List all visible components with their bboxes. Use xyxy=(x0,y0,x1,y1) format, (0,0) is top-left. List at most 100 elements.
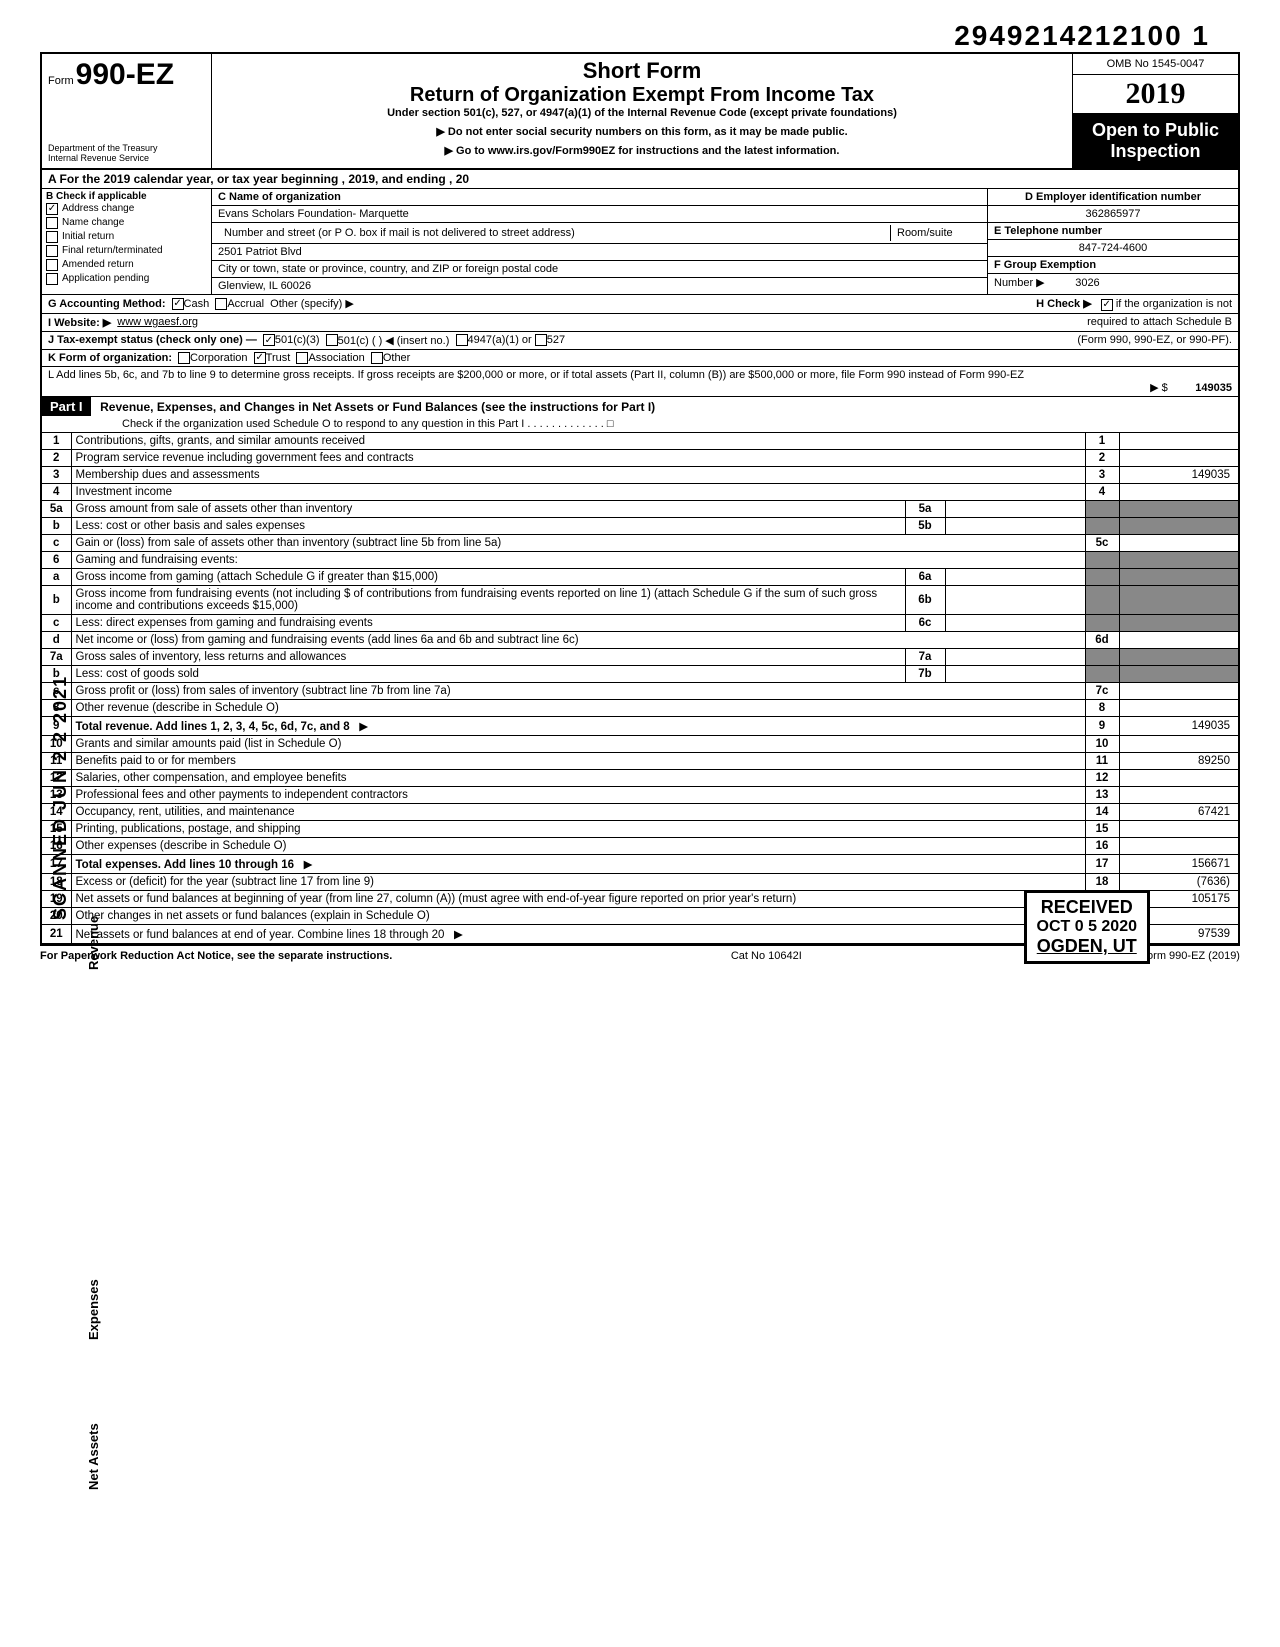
scanned-stamp: SCANNED JUN 2 2 2021 xyxy=(50,675,71,920)
r-val-shade xyxy=(1119,648,1239,665)
group-exemption: 3026 xyxy=(1075,277,1099,289)
r-num-shade xyxy=(1085,551,1119,568)
website-value: www wgaesf.org xyxy=(117,316,198,328)
line-num: c xyxy=(41,614,71,631)
section-bcdef: B Check if applicable ✓Address changeNam… xyxy=(40,189,1240,295)
c-label: C Name of organization xyxy=(218,191,341,203)
org-name: Evans Scholars Foundation- Marquette xyxy=(212,206,987,223)
f-label2: Number ▶ xyxy=(994,277,1045,289)
h-label: H Check ▶ xyxy=(1036,298,1092,310)
document-id: 2949214212100 1 xyxy=(40,20,1240,52)
line-desc: Other revenue (describe in Schedule O) xyxy=(71,699,1085,716)
line-desc: Net assets or fund balances at end of ye… xyxy=(71,924,1085,944)
h-checkbox[interactable]: ✓ xyxy=(1101,299,1113,311)
mid-num: 5a xyxy=(905,500,945,517)
table-row: 12Salaries, other compensation, and empl… xyxy=(41,769,1239,786)
table-row: 8Other revenue (describe in Schedule O)8 xyxy=(41,699,1239,716)
phone-value: 847-724-4600 xyxy=(988,240,1238,257)
g-cash: Cash xyxy=(184,298,210,310)
table-row: 9Total revenue. Add lines 1, 2, 3, 4, 5c… xyxy=(41,716,1239,735)
table-row: 13Professional fees and other payments t… xyxy=(41,786,1239,803)
b-checkbox-2[interactable] xyxy=(46,231,58,243)
l-value: 149035 xyxy=(1195,382,1232,394)
j-4947: 4947(a)(1) or xyxy=(468,334,532,346)
line-num: 4 xyxy=(41,483,71,500)
r-val: 149035 xyxy=(1119,716,1239,735)
line-desc: Net assets or fund balances at beginning… xyxy=(71,890,1085,907)
r-val xyxy=(1119,433,1239,450)
b-checkbox-3[interactable] xyxy=(46,245,58,257)
mid-val xyxy=(945,568,1085,585)
line-desc: Gross income from gaming (attach Schedul… xyxy=(71,568,905,585)
mid-num: 6a xyxy=(905,568,945,585)
tax-year: 2019 xyxy=(1073,75,1238,114)
table-row: 17Total expenses. Add lines 10 through 1… xyxy=(41,854,1239,873)
table-row: 15Printing, publications, postage, and s… xyxy=(41,820,1239,837)
h-text-1: if the organization is not xyxy=(1116,298,1232,310)
line-desc: Excess or (deficit) for the year (subtra… xyxy=(71,873,1085,890)
line-desc: Contributions, gifts, grants, and simila… xyxy=(71,433,1085,450)
b-label-2: Initial return xyxy=(62,230,114,244)
b-item-4: Amended return xyxy=(46,258,207,272)
r-val-shade xyxy=(1119,614,1239,631)
b-item-1: Name change xyxy=(46,216,207,230)
r-val xyxy=(1119,735,1239,752)
501c3-checkbox[interactable]: ✓ xyxy=(263,334,275,346)
table-row: 2Program service revenue including gover… xyxy=(41,449,1239,466)
row-j: J Tax-exempt status (check only one) — ✓… xyxy=(40,332,1240,350)
accrual-checkbox[interactable] xyxy=(215,298,227,310)
line-num: 2 xyxy=(41,449,71,466)
r-num: 6d xyxy=(1085,631,1119,648)
k-assoc: Association xyxy=(308,352,364,364)
department: Department of the Treasury Internal Reve… xyxy=(48,144,205,164)
subtitle: Under section 501(c), 527, or 4947(a)(1)… xyxy=(220,107,1064,119)
mid-val xyxy=(945,517,1085,534)
k-label: K Form of organization: xyxy=(48,352,172,364)
stamp-title: RECEIVED xyxy=(1037,897,1138,918)
g-label: G Accounting Method: xyxy=(48,298,166,310)
r-num-shade xyxy=(1085,585,1119,614)
part1-title: Revenue, Expenses, and Changes in Net As… xyxy=(94,398,661,416)
b-header: B Check if applicable xyxy=(46,191,207,202)
footer-cat: Cat No 10642I xyxy=(731,950,802,962)
assoc-checkbox[interactable] xyxy=(296,352,308,364)
table-row: cGain or (loss) from sale of assets othe… xyxy=(41,534,1239,551)
r-num: 10 xyxy=(1085,735,1119,752)
r-num-shade xyxy=(1085,665,1119,682)
table-row: 18Excess or (deficit) for the year (subt… xyxy=(41,873,1239,890)
line-desc: Less: cost or other basis and sales expe… xyxy=(71,517,905,534)
part1-check: Check if the organization used Schedule … xyxy=(42,416,1238,432)
d-label: D Employer identification number xyxy=(988,189,1238,206)
stamp-date: OCT 0 5 2020 xyxy=(1037,918,1138,936)
table-row: 4Investment income4 xyxy=(41,483,1239,500)
j-501c: 501(c) ( ) ◀ (insert no.) xyxy=(338,334,450,347)
cash-checkbox[interactable]: ✓ xyxy=(172,298,184,310)
table-row: 5aGross amount from sale of assets other… xyxy=(41,500,1239,517)
other-checkbox[interactable] xyxy=(371,352,383,364)
r-val: 67421 xyxy=(1119,803,1239,820)
b-label-5: Application pending xyxy=(62,272,149,286)
b-checkbox-1[interactable] xyxy=(46,217,58,229)
r-num: 8 xyxy=(1085,699,1119,716)
4947-checkbox[interactable] xyxy=(456,334,468,346)
527-checkbox[interactable] xyxy=(535,334,547,346)
side-revenue: Revenue xyxy=(86,916,101,970)
r-num-shade xyxy=(1085,500,1119,517)
i-label: I Website: ▶ xyxy=(48,316,111,329)
trust-checkbox[interactable]: ✓ xyxy=(254,352,266,364)
b-checkbox-4[interactable] xyxy=(46,259,58,271)
mid-num: 7b xyxy=(905,665,945,682)
b-checkbox-0[interactable]: ✓ xyxy=(46,203,58,215)
j-527: 527 xyxy=(547,334,565,346)
form-number: 990-EZ xyxy=(76,58,174,92)
501c-checkbox[interactable] xyxy=(326,334,338,346)
r-val xyxy=(1119,820,1239,837)
line-num: 1 xyxy=(41,433,71,450)
line-num: 3 xyxy=(41,466,71,483)
r-val: 156671 xyxy=(1119,854,1239,873)
corp-checkbox[interactable] xyxy=(178,352,190,364)
b-checkbox-5[interactable] xyxy=(46,273,58,285)
r-num: 4 xyxy=(1085,483,1119,500)
r-num-shade xyxy=(1085,648,1119,665)
r-num: 18 xyxy=(1085,873,1119,890)
